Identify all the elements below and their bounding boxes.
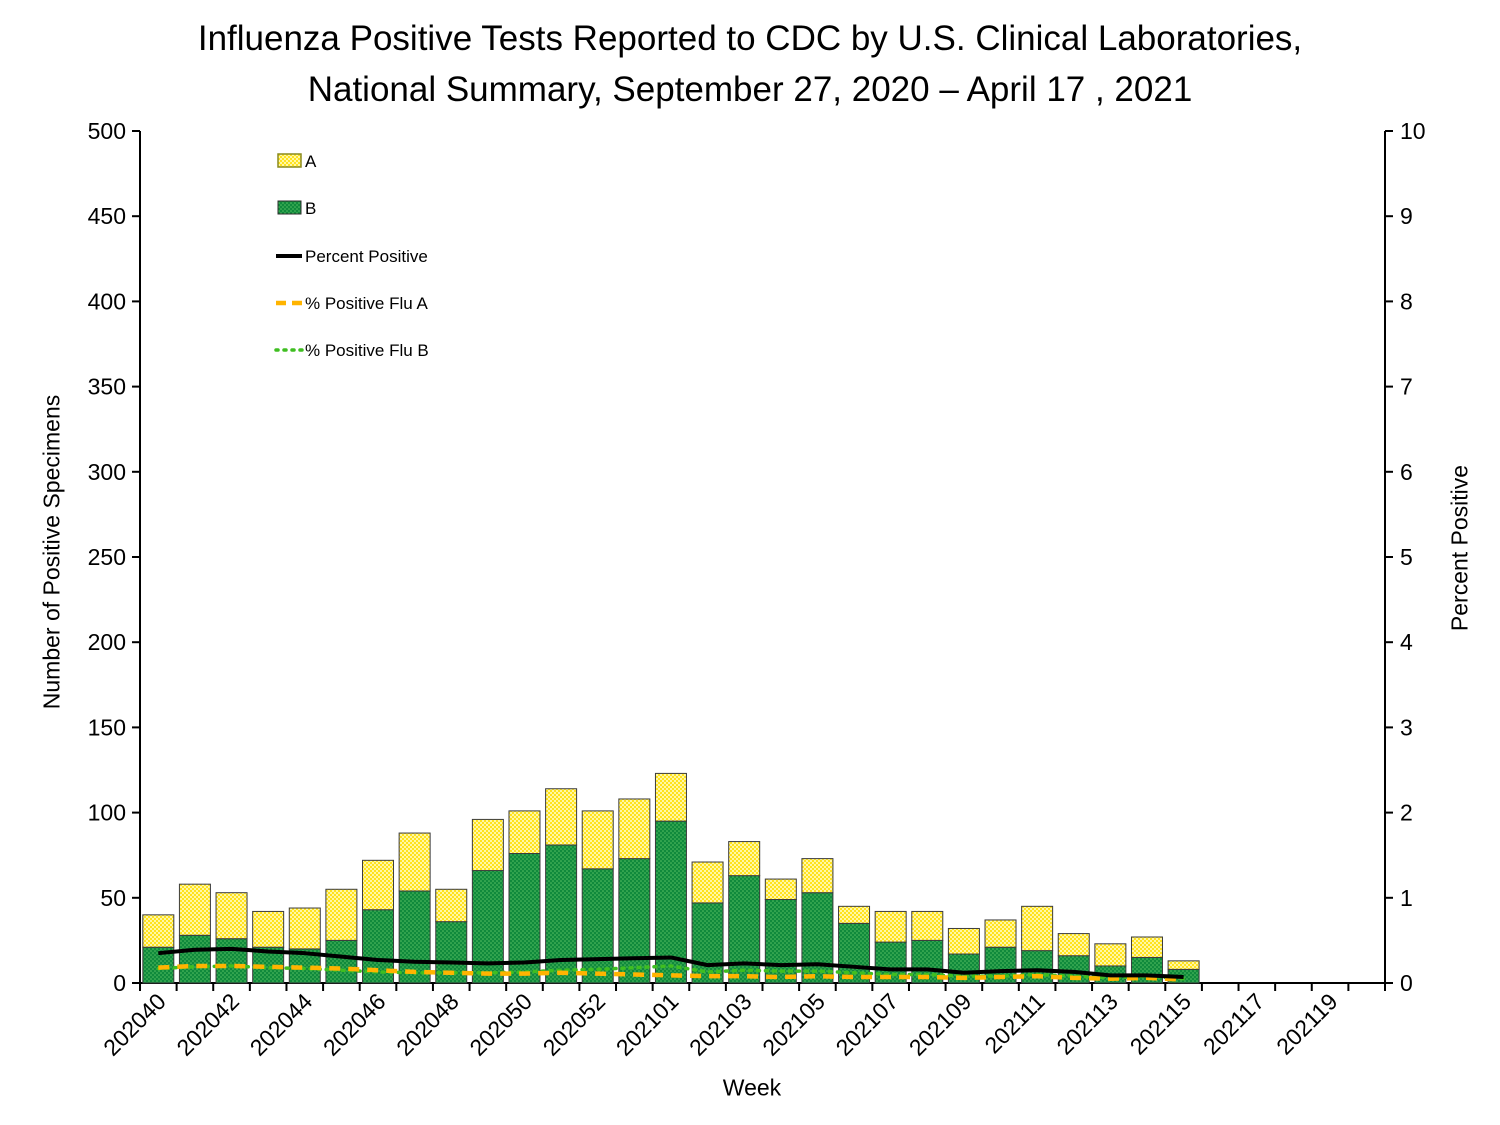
chart-title-line2: National Summary, September 27, 2020 – A… bbox=[307, 69, 1193, 109]
bar-segment-b-202042 bbox=[215, 938, 248, 984]
x-axis-tick-label: 202046 bbox=[318, 988, 391, 1061]
bar-segment-a-202102 bbox=[691, 861, 724, 904]
right-axis-tick-label: 8 bbox=[1400, 288, 1413, 314]
bar-segment-a-202101 bbox=[654, 772, 687, 822]
x-axis-tick-label: 202052 bbox=[538, 988, 611, 1061]
bar-segment-a-202105 bbox=[801, 858, 834, 894]
left-axis-tick-label: 500 bbox=[88, 118, 126, 144]
bar-segment-a-202046 bbox=[362, 859, 395, 911]
left-axis-tick-label: 250 bbox=[88, 544, 126, 570]
x-axis-tick-label: 202040 bbox=[98, 988, 171, 1061]
bar-segment-a-202112 bbox=[1057, 933, 1090, 957]
right-axis-tick-label: 5 bbox=[1400, 544, 1413, 570]
bar-segment-a-202114 bbox=[1130, 936, 1163, 958]
x-axis-tick-label: 202101 bbox=[611, 988, 684, 1061]
x-axis-tick-label: 202044 bbox=[245, 988, 318, 1061]
left-axis-tick-label: 50 bbox=[100, 885, 126, 911]
bar-segment-b-202045 bbox=[325, 939, 358, 984]
bar-segment-b-202047 bbox=[398, 890, 431, 984]
x-axis-tick-label: 202050 bbox=[464, 988, 537, 1061]
bar-segment-b-202049 bbox=[471, 870, 504, 984]
bar-segment-a-202106 bbox=[838, 905, 871, 924]
bar-segment-a-202048 bbox=[435, 888, 468, 923]
chart-title-line1: Influenza Positive Tests Reported to CDC… bbox=[197, 19, 1303, 58]
bar-segment-b-202105 bbox=[801, 892, 834, 984]
x-axis-tick-label: 202115 bbox=[1125, 988, 1196, 1059]
left-axis-tick-label: 150 bbox=[88, 714, 126, 740]
x-axis-tick-label: 202111 bbox=[979, 988, 1049, 1058]
right-axis-tick-label: 2 bbox=[1400, 800, 1413, 826]
right-axis-tick-label: 4 bbox=[1400, 629, 1413, 655]
left-axis-tick-label: 300 bbox=[88, 459, 126, 485]
x-axis-tick-label: 202105 bbox=[757, 988, 830, 1061]
percent-positive-flu-b-line bbox=[156, 964, 1186, 981]
legend-label: % Positive Flu B bbox=[305, 341, 429, 360]
bar-segment-a-202042 bbox=[215, 892, 248, 940]
legend-label: Percent Positive bbox=[305, 247, 428, 266]
left-axis-tick-label: 350 bbox=[88, 374, 126, 400]
left-axis-tick-label: 400 bbox=[88, 288, 126, 314]
bar-segment-b-202053 bbox=[618, 858, 651, 984]
bar-segment-a-202044 bbox=[288, 907, 321, 950]
right-axis-tick-label: 10 bbox=[1400, 118, 1426, 144]
bar-segment-b-202103 bbox=[728, 875, 761, 984]
right-axis-tick-label: 0 bbox=[1400, 970, 1413, 996]
bar-segment-a-202115 bbox=[1167, 960, 1200, 970]
right-axis-tick-label: 7 bbox=[1400, 374, 1413, 400]
legend-swatch-flu-b bbox=[277, 200, 302, 215]
bar-segment-a-202103 bbox=[728, 841, 761, 877]
x-axis-tick-label: 202107 bbox=[831, 988, 904, 1061]
bar-segment-a-202047 bbox=[398, 832, 431, 892]
right-axis-tick-label: 3 bbox=[1400, 714, 1413, 740]
legend-label: A bbox=[305, 152, 317, 171]
x-axis-tick-label: 202103 bbox=[684, 988, 757, 1061]
bar-segment-a-202107 bbox=[874, 910, 907, 943]
bar-segment-a-202052 bbox=[581, 810, 614, 870]
left-axis-tick-label: 100 bbox=[88, 800, 126, 826]
x-axis-title: Week bbox=[722, 1074, 782, 1101]
right-axis-tick-label: 9 bbox=[1400, 203, 1413, 229]
bar-segment-a-202104 bbox=[764, 878, 797, 901]
bar-segment-b-202052 bbox=[581, 868, 614, 984]
legend-swatch-flu-a bbox=[277, 153, 302, 168]
left-axis-tick-label: 200 bbox=[88, 629, 126, 655]
right-axis-tick-label: 1 bbox=[1400, 885, 1413, 911]
x-axis-tick-label: 202119 bbox=[1271, 988, 1342, 1059]
bar-segment-a-202109 bbox=[947, 927, 980, 955]
legend-label: % Positive Flu A bbox=[305, 294, 428, 313]
bar-segment-a-202053 bbox=[618, 798, 651, 860]
bar-segment-a-202108 bbox=[911, 910, 944, 941]
chart-title: Influenza Positive Tests Reported to CDC… bbox=[0, 14, 1500, 116]
bar-segment-a-202041 bbox=[178, 883, 211, 936]
legend-label: B bbox=[305, 199, 316, 218]
bar-segment-a-202110 bbox=[984, 919, 1017, 948]
x-axis-tick-label: 202109 bbox=[904, 988, 977, 1061]
x-axis-tick-label: 202048 bbox=[391, 988, 464, 1061]
bar-segment-a-202051 bbox=[545, 788, 578, 846]
bar-segment-a-202040 bbox=[142, 914, 175, 948]
left-axis-tick-label: 0 bbox=[113, 970, 126, 996]
bar-segment-a-202111 bbox=[1021, 905, 1054, 952]
x-axis-tick-label: 202113 bbox=[1051, 988, 1122, 1059]
bar-segment-a-202043 bbox=[252, 910, 285, 948]
left-axis-tick-label: 450 bbox=[88, 203, 126, 229]
right-axis-tick-label: 6 bbox=[1400, 459, 1413, 485]
bar-segment-a-202050 bbox=[508, 810, 541, 854]
x-axis-tick-label: 202117 bbox=[1198, 988, 1269, 1059]
percent-positive-line bbox=[158, 946, 1184, 980]
x-axis-tick-label: 202042 bbox=[171, 988, 244, 1061]
bar-segment-a-202113 bbox=[1094, 943, 1127, 967]
bar-segment-a-202045 bbox=[325, 888, 358, 941]
bar-segment-b-202041 bbox=[178, 934, 211, 984]
bar-segment-a-202049 bbox=[471, 818, 504, 872]
